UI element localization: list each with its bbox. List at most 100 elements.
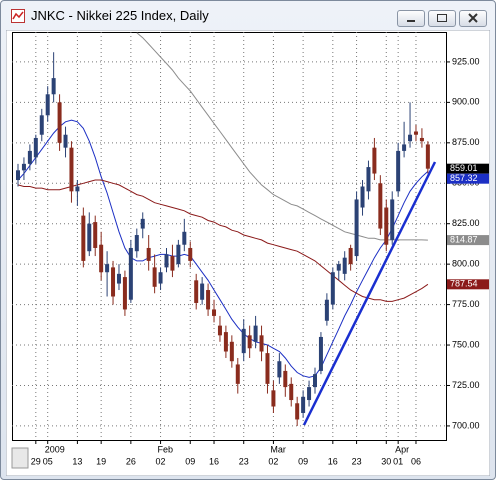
candle-body xyxy=(182,231,187,245)
trend-line xyxy=(302,161,437,426)
last-value-label: 859.01 xyxy=(450,163,478,173)
candle-body xyxy=(158,272,163,284)
window-title: JNKC - Nikkei 225 Index, Daily xyxy=(31,8,209,23)
candle-body xyxy=(170,256,175,271)
x-tick-label: 23 xyxy=(352,456,362,466)
candle-body xyxy=(265,353,270,384)
candle-body xyxy=(217,325,222,336)
y-tick-label: 775.00 xyxy=(452,299,480,309)
candle-body xyxy=(247,335,252,349)
last-value-label: 787.54 xyxy=(450,279,478,289)
candle-body xyxy=(87,223,92,252)
candle-body xyxy=(402,144,407,151)
candle-body xyxy=(69,147,74,192)
candle-body xyxy=(318,336,323,371)
candle-body xyxy=(122,277,127,310)
candle-body xyxy=(372,147,377,174)
x-tick-label: 19 xyxy=(96,456,106,466)
candle-body xyxy=(324,299,329,321)
minimize-button[interactable] xyxy=(397,10,425,27)
candle-body xyxy=(271,390,276,407)
candle-body xyxy=(342,257,347,274)
x-tick-label: 26 xyxy=(126,456,136,466)
candle-body xyxy=(289,383,294,401)
candle-body xyxy=(212,309,217,316)
x-tick-label: 05 xyxy=(43,456,53,466)
candle-body xyxy=(105,264,110,273)
y-tick-label: 825.00 xyxy=(452,218,480,228)
x-tick-label: 09 xyxy=(298,456,308,466)
maximize-button[interactable] xyxy=(428,10,456,27)
candle-body xyxy=(21,163,26,171)
candle-body xyxy=(336,264,341,271)
x-tick-label: 16 xyxy=(328,456,338,466)
y-tick-label: 725.00 xyxy=(452,380,480,390)
moving-average-line xyxy=(17,179,429,302)
candle-body xyxy=(253,325,258,342)
candle-body xyxy=(45,94,50,116)
candle-body xyxy=(111,267,116,297)
candle-body xyxy=(176,244,181,265)
candle-body xyxy=(75,186,80,192)
y-tick-label: 925.00 xyxy=(452,56,480,66)
title-bar: JNKC - Nikkei 225 Index, Daily xyxy=(1,1,495,29)
candle-body xyxy=(366,167,371,192)
candle-body xyxy=(223,332,228,352)
candle-body xyxy=(57,102,62,143)
scroll-icon[interactable] xyxy=(11,447,29,469)
candle-body xyxy=(99,244,104,273)
moving-average-line xyxy=(17,119,429,378)
candle-body xyxy=(313,374,317,388)
candle-body xyxy=(408,134,413,142)
y-tick-label: 800.00 xyxy=(452,259,480,269)
x-tick-label: 02 xyxy=(268,456,278,466)
month-label: Feb xyxy=(158,444,174,454)
candle-body xyxy=(295,403,300,420)
last-value-label: 814.87 xyxy=(450,234,478,244)
month-label: Apr xyxy=(395,444,409,454)
candle-body xyxy=(241,328,246,354)
x-tick-label: 06 xyxy=(411,456,421,466)
candle-body xyxy=(390,199,395,240)
last-value-box xyxy=(447,235,489,246)
candle-body xyxy=(413,131,418,135)
app-icon xyxy=(11,9,25,23)
candle-body xyxy=(283,370,288,388)
candle-body xyxy=(396,150,401,192)
x-tick-label: 30 xyxy=(381,456,391,466)
candle-body xyxy=(235,364,240,384)
y-tick-label: 875.00 xyxy=(452,137,480,147)
moving-average-line xyxy=(136,32,428,241)
candle-body xyxy=(194,280,199,303)
x-tick-label: 09 xyxy=(185,456,195,466)
chart: 700.00725.00750.00775.00800.00825.00850.… xyxy=(6,30,490,476)
candle-body xyxy=(116,273,121,284)
candle-body xyxy=(140,218,145,229)
candle-body xyxy=(354,199,359,257)
candle-body xyxy=(425,144,430,169)
candle-body xyxy=(378,183,383,229)
close-button[interactable] xyxy=(459,10,487,27)
candle-body xyxy=(63,134,68,148)
candle-body xyxy=(384,207,389,245)
y-tick-label: 900.00 xyxy=(452,97,480,107)
candle-body xyxy=(93,222,98,248)
candle-body xyxy=(81,215,86,261)
candle-body xyxy=(33,137,38,158)
last-value-box xyxy=(447,173,489,184)
candle-body xyxy=(16,170,20,181)
x-tick-label: 29 xyxy=(31,456,41,466)
candle-body xyxy=(259,335,264,352)
y-tick-label: 750.00 xyxy=(452,339,480,349)
candle-body xyxy=(277,361,282,378)
candle-body xyxy=(51,78,56,95)
candle-body xyxy=(152,267,157,287)
candle-body xyxy=(134,235,139,252)
candle-body xyxy=(419,137,424,142)
candle-body xyxy=(229,341,234,362)
candle-body xyxy=(128,247,133,300)
candle-body xyxy=(200,283,205,300)
last-value-label: 857.32 xyxy=(450,173,478,183)
candle-body xyxy=(164,254,169,268)
candle-body xyxy=(307,387,312,401)
